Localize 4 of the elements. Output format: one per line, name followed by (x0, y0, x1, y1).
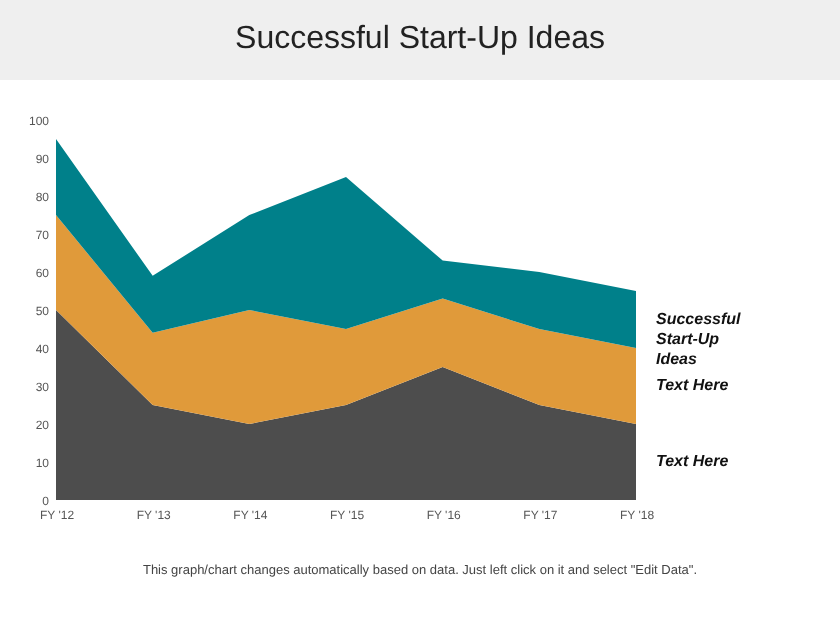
series-label: Text Here (656, 452, 730, 470)
series-label: Text Here (656, 376, 730, 394)
chart-title: Successful Start-Up Ideas (0, 0, 840, 80)
series-label: Successful Start-Up Ideas (656, 309, 743, 368)
